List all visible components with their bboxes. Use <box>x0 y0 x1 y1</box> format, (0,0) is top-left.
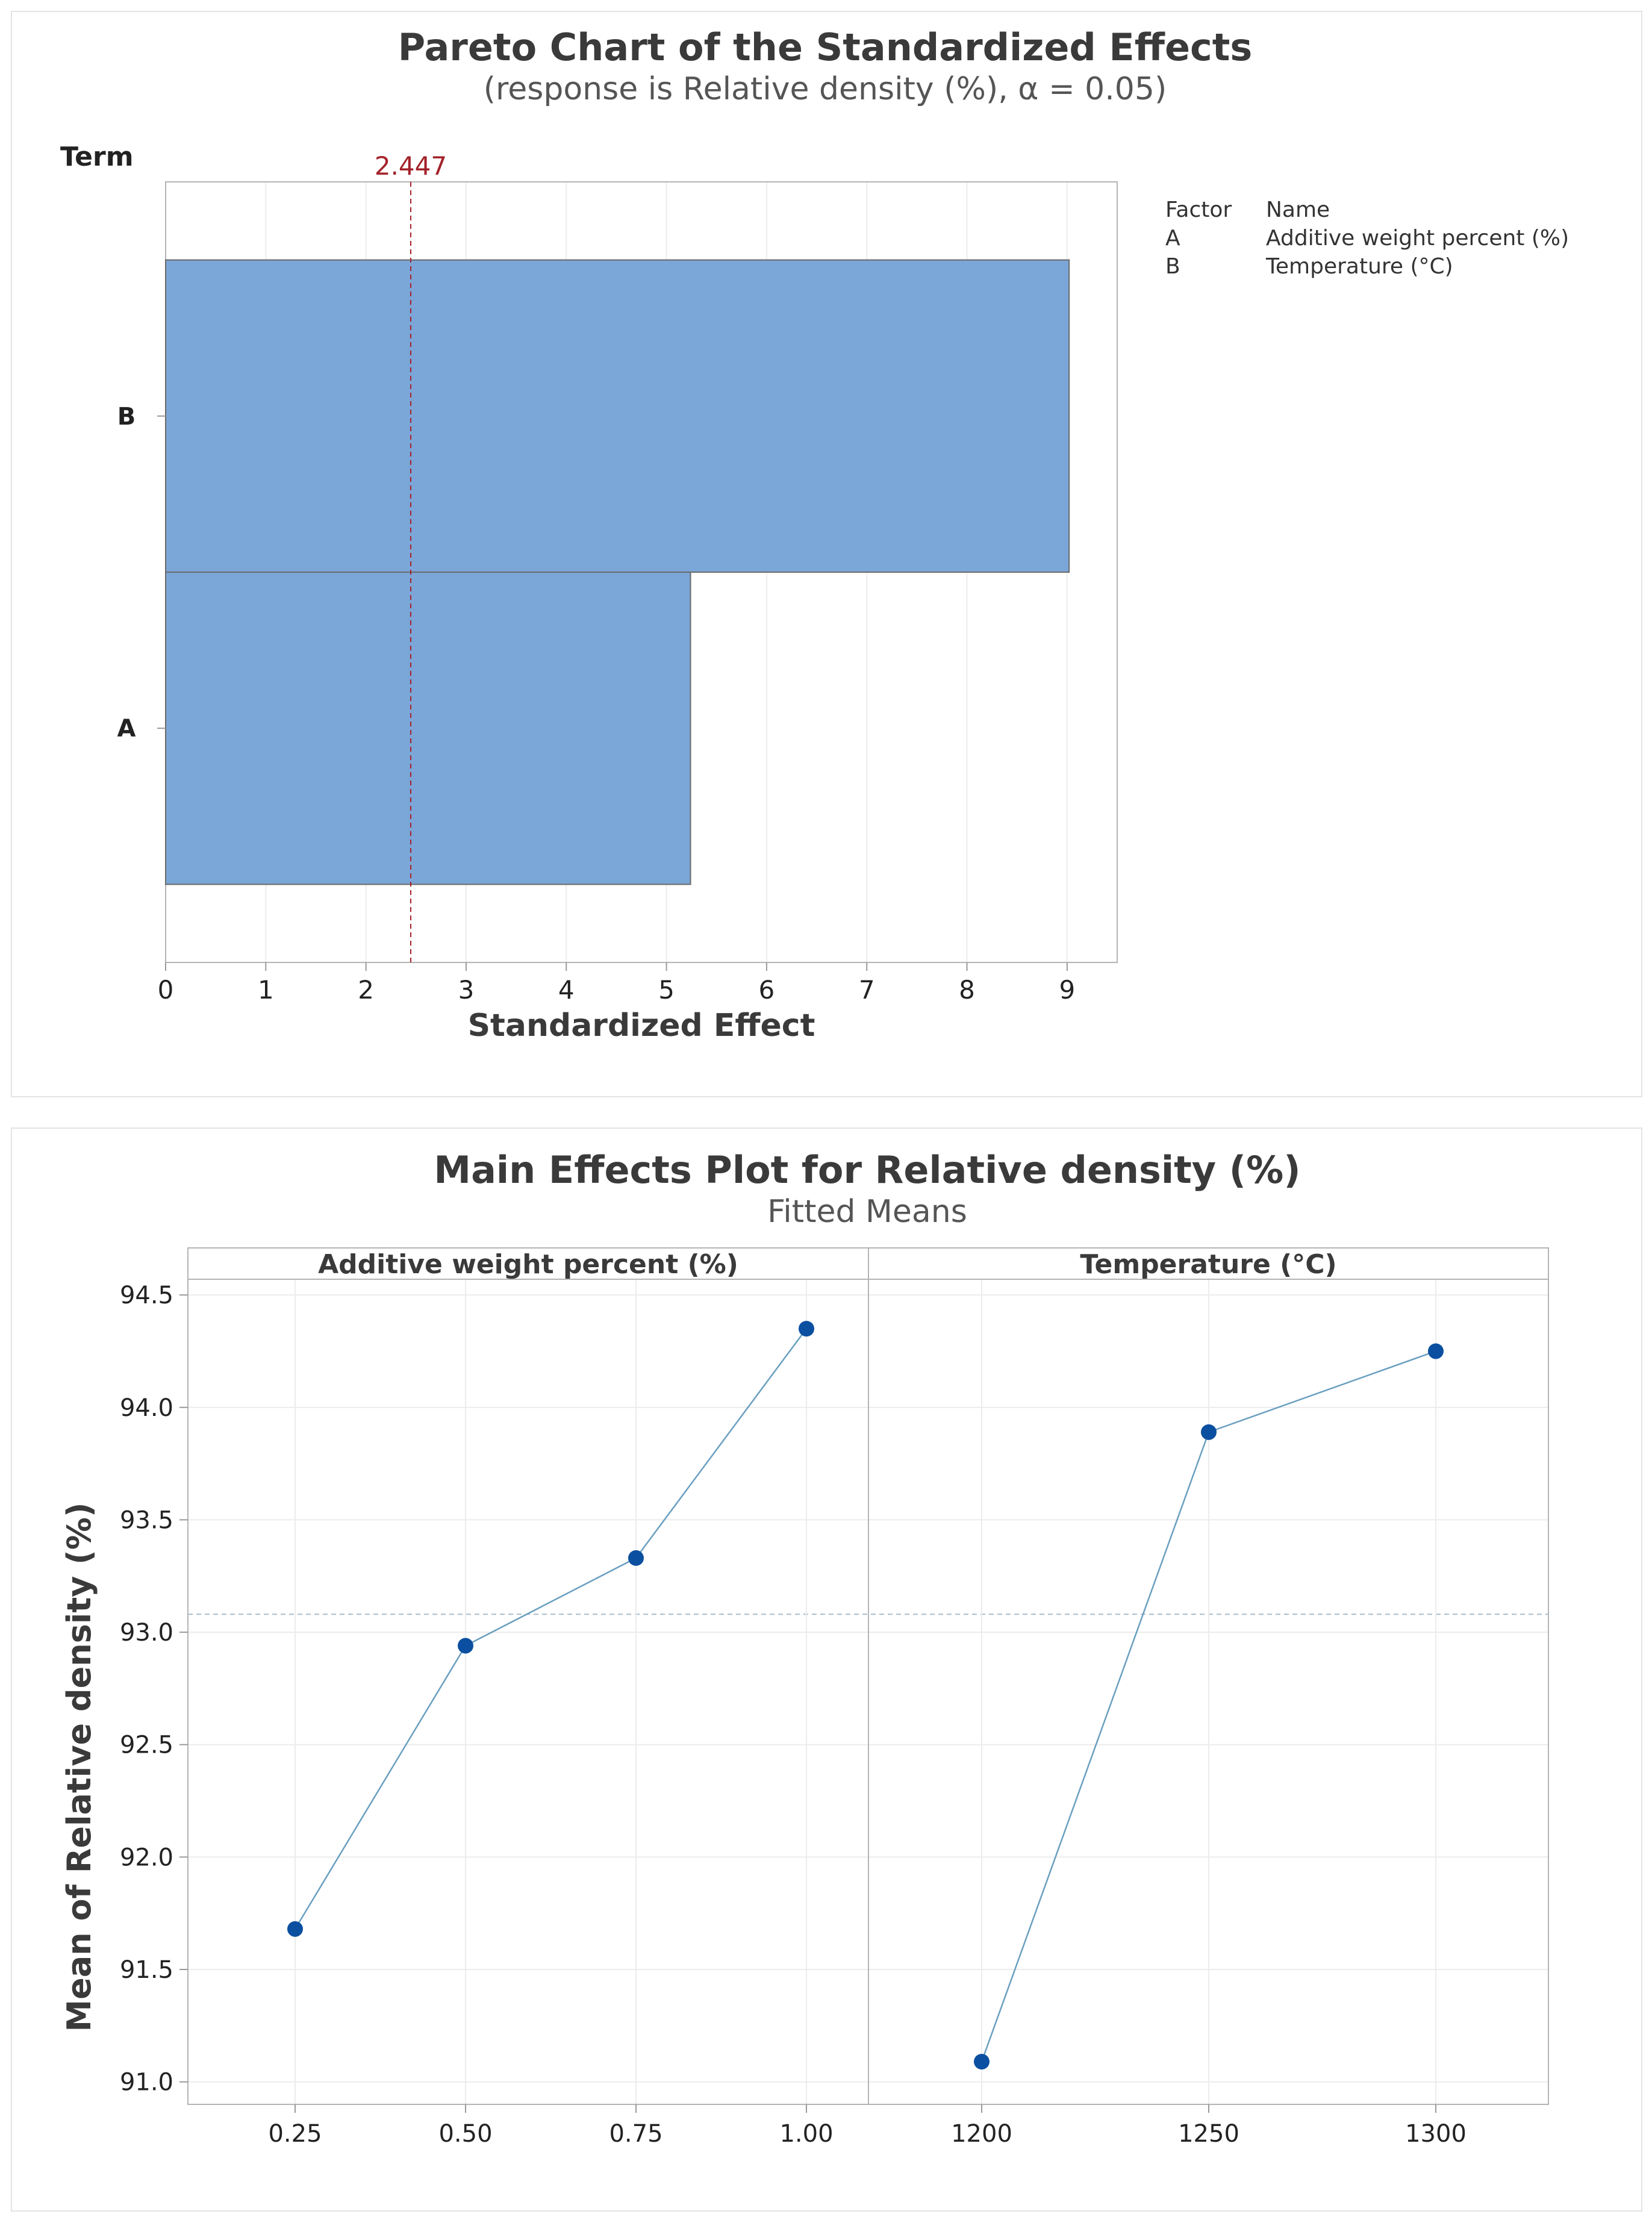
main-effects-y-tick-label: 92.5 <box>120 1732 173 1759</box>
main-effects-x-tick-label: 1.00 <box>779 2120 833 2148</box>
pareto-x-axis-label: Standardized Effect <box>468 1008 815 1044</box>
main-effects-x-tick-label: 0.75 <box>609 2120 662 2148</box>
main-effects-y-tick-label: 93.0 <box>120 1619 173 1647</box>
main-effects-y-tick-label: 94.5 <box>120 1282 173 1309</box>
main-effects-y-axis-label: Mean of Relative density (%) <box>60 1502 98 2031</box>
legend-name-b: Temperature (°C) <box>1265 254 1453 279</box>
pareto-title: Pareto Chart of the Standardized Effects <box>398 25 1253 69</box>
main-effects-point <box>799 1321 814 1337</box>
main-effects-y-tick-label: 91.5 <box>120 1956 173 1984</box>
main-effects-frame <box>187 1247 1549 2105</box>
main-effects-subtitle: Fitted Means <box>767 1194 967 1230</box>
main-effects-y-tick-label: 93.5 <box>120 1506 173 1534</box>
pareto-x-tick-label: 8 <box>959 975 975 1005</box>
pareto-y-ticks: BA <box>117 403 166 743</box>
main-effects-point <box>458 1638 473 1654</box>
pareto-x-tick-label: 2 <box>358 975 374 1005</box>
pareto-bars <box>165 259 1070 885</box>
pareto-bar-b <box>165 259 1070 573</box>
pareto-chart-panel: Pareto Chart of the Standardized Effects… <box>11 11 1642 1097</box>
pareto-x-tick-label: 5 <box>658 975 675 1005</box>
pareto-chart: Pareto Chart of the Standardized Effects… <box>60 25 1569 1044</box>
main-effects-x-ticks: 0.25 0.50 0.75 1.00 1200 1250 1300 <box>268 2104 1467 2148</box>
main-effects-title: Main Effects Plot for Relative density (… <box>434 1148 1300 1192</box>
main-effects-panel-header: Additive weight percent (%) <box>318 1249 738 1280</box>
main-effects-panel-header: Temperature (°C) <box>1080 1249 1336 1280</box>
pareto-legend: Factor Name A Additive weight percent (%… <box>1165 198 1569 279</box>
pareto-x-tick-label: 0 <box>158 975 174 1005</box>
main-effects-y-tick-label: 91.0 <box>120 2069 173 2097</box>
pareto-x-tick-label: 4 <box>558 975 575 1005</box>
pareto-y-tick-label-b: B <box>117 403 136 431</box>
main-effects-x-tick-label: 0.50 <box>438 2120 492 2148</box>
main-effects-y-tick-label: 94.0 <box>120 1394 173 1422</box>
legend-factor-b: B <box>1165 254 1180 279</box>
main-effects-x-tick-label: 1200 <box>951 2120 1012 2148</box>
main-effects-point <box>1428 1343 1444 1359</box>
legend-header-factor: Factor <box>1165 198 1232 222</box>
main-effects-chart: Main Effects Plot for Relative density (… <box>60 1148 1549 2148</box>
main-effects-y-ticks: 91.0 91.5 92.0 92.5 93.0 93.5 94.0 94.5 <box>120 1282 188 2097</box>
main-effects-x-tick-label: 0.25 <box>268 2120 322 2148</box>
pareto-reference-line-group: 2.447 <box>375 151 447 962</box>
pareto-x-tick-label: 3 <box>458 975 475 1005</box>
pareto-subtitle: (response is Relative density (%), α = 0… <box>484 71 1167 107</box>
main-effects-panel: Main Effects Plot for Relative density (… <box>11 1127 1642 2212</box>
main-effects-line <box>294 1328 808 1930</box>
pareto-bar-a <box>165 572 691 885</box>
pareto-y-tick-label-a: A <box>117 715 136 743</box>
pareto-x-tick-label: 7 <box>859 975 875 1005</box>
main-effects-panel-frame <box>187 1247 869 2105</box>
pareto-x-tick-label: 1 <box>258 975 274 1005</box>
main-effects-y-tick-label: 92.0 <box>120 1844 173 1871</box>
pareto-reference-label: 2.447 <box>375 151 447 181</box>
main-effects-x-tick-label: 1250 <box>1178 2120 1239 2148</box>
main-effects-x-tick-label: 1300 <box>1405 2120 1467 2148</box>
main-effects-series <box>287 1321 1444 2070</box>
legend-header-name: Name <box>1266 198 1330 222</box>
pareto-x-ticks: 0 1 2 3 4 5 6 7 8 9 <box>158 962 1075 1005</box>
main-effects-panel-headers: Additive weight percent (%) Temperature (… <box>318 1249 1337 1280</box>
legend-factor-a: A <box>1165 226 1180 251</box>
main-effects-point <box>287 1921 303 1937</box>
legend-name-a: Additive weight percent (%) <box>1266 226 1569 251</box>
main-effects-point <box>974 2054 990 2070</box>
pareto-x-tick-label: 9 <box>1059 975 1075 1005</box>
main-effects-point <box>1201 1424 1217 1440</box>
main-effects-point <box>628 1550 644 1566</box>
pareto-y-axis-label: Term <box>60 142 134 172</box>
pareto-x-tick-label: 6 <box>759 975 775 1005</box>
